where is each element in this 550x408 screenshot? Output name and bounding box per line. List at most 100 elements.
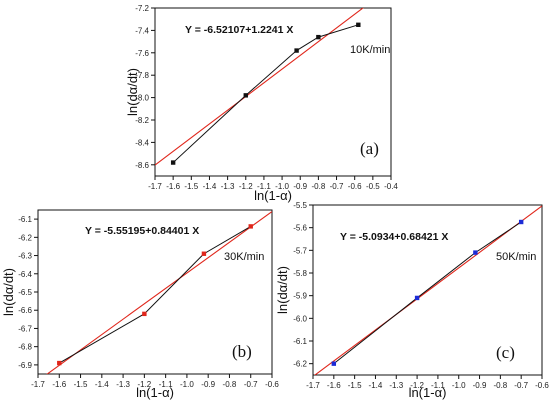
x-tick-label: -1.2 bbox=[410, 381, 424, 390]
data-point bbox=[356, 22, 361, 27]
x-tick-label: -1.1 bbox=[257, 182, 271, 191]
y-tick-label: -6.5 bbox=[18, 288, 32, 297]
data-point bbox=[294, 48, 299, 53]
panel-c: -1.7 -1.6 -1.5 -1.4 -1.3 -1.2 -1.1 -1.0 -0.9 -0.8… bbox=[275, 201, 549, 400]
y-tick-label: -7.6 bbox=[135, 49, 149, 58]
heating-rate-label: 10K/min bbox=[350, 44, 390, 56]
y-axis-label: ln(dα/dt) bbox=[125, 68, 140, 116]
x-tick-label: -0.8 bbox=[311, 182, 325, 191]
panel-letter: (b) bbox=[232, 342, 252, 361]
fit-equation: Y = -5.55195+0.84401 X bbox=[85, 225, 199, 237]
x-axis-label: ln(1-α) bbox=[254, 188, 292, 203]
y-tick-label: -6.7 bbox=[18, 324, 32, 333]
y-tick-label: -6.4 bbox=[18, 270, 32, 279]
x-tick-label: -1.1 bbox=[159, 380, 173, 389]
x-tick-label: -1.6 bbox=[166, 182, 180, 191]
y-tick-label: -6.2 bbox=[293, 360, 307, 369]
y-tick-label: -7.8 bbox=[135, 71, 149, 80]
y-tick-label: -5.7 bbox=[293, 246, 307, 255]
y-tick-label: -6.6 bbox=[18, 306, 32, 315]
x-tick-label: -1.4 bbox=[95, 380, 109, 389]
y-tick-label: -5.8 bbox=[293, 269, 307, 278]
heating-rate-label: 30K/min bbox=[224, 251, 264, 263]
x-tick-label: -0.5 bbox=[366, 182, 380, 191]
x-tick-label: -0.9 bbox=[293, 182, 307, 191]
x-tick-label: -0.7 bbox=[330, 182, 344, 191]
y-tick-label: -6.1 bbox=[293, 337, 307, 346]
x-tick-label: -1.7 bbox=[31, 380, 45, 389]
plot-frame bbox=[312, 204, 543, 376]
x-tick-label: -1.2 bbox=[137, 380, 151, 389]
data-series-line bbox=[172, 24, 359, 163]
panel-b: -1.7 -1.6 -1.5 -1.4 -1.3 -1.2 -1.1 -1.0 -0.9 -0.8… bbox=[1, 209, 279, 400]
panel-a: -1.7 -1.6 -1.5 -1.4 -1.3 -1.2 -1.1 -1.0 -0.9 -0.8… bbox=[125, 4, 398, 203]
x-axis-label: ln(1-α) bbox=[409, 385, 447, 400]
x-tick-label: -0.6 bbox=[348, 182, 362, 191]
x-tick-label: -1.4 bbox=[369, 381, 383, 390]
data-point bbox=[473, 250, 478, 255]
panel-letter: (c) bbox=[496, 343, 515, 362]
x-tick-label: -0.6 bbox=[265, 380, 279, 389]
y-tick-label: -8.2 bbox=[135, 116, 149, 125]
x-tick-label: -0.8 bbox=[223, 380, 237, 389]
y-tick-label: -6.1 bbox=[18, 215, 32, 224]
x-tick-label: -1.7 bbox=[306, 381, 320, 390]
x-tick-label: -1.0 bbox=[275, 182, 289, 191]
data-point bbox=[243, 93, 248, 98]
x-tick-label: -0.9 bbox=[473, 381, 487, 390]
y-tick-label: -6.9 bbox=[18, 361, 32, 370]
data-point bbox=[170, 160, 176, 165]
x-tick-label: -0.8 bbox=[493, 381, 507, 390]
y-axis-label: ln(dα/dt) bbox=[275, 266, 290, 314]
y-tick-label: -8.0 bbox=[135, 94, 149, 103]
heating-rate-label: 50K/min bbox=[496, 251, 536, 263]
data-point bbox=[248, 224, 253, 229]
x-tick-label: -1.4 bbox=[203, 182, 217, 191]
y-tick-label: -5.6 bbox=[293, 224, 307, 233]
y-tick-label: -5.5 bbox=[293, 201, 307, 210]
plot-frame bbox=[154, 7, 392, 177]
data-point bbox=[316, 34, 321, 40]
data-point bbox=[201, 251, 207, 256]
x-tick-label: -1.1 bbox=[431, 381, 445, 390]
y-tick-label: -7.2 bbox=[135, 4, 149, 13]
data-point bbox=[518, 219, 524, 225]
y-tick-label: -6.0 bbox=[293, 314, 307, 323]
data-point bbox=[57, 360, 62, 366]
x-tick-label: -0.6 bbox=[535, 381, 549, 390]
fit-line bbox=[155, 8, 364, 166]
y-tick-label: -7.4 bbox=[135, 26, 149, 35]
x-tick-label: -1.0 bbox=[452, 381, 466, 390]
x-tick-label: -0.9 bbox=[201, 380, 215, 389]
data-point bbox=[414, 295, 420, 301]
y-tick-label: -6.3 bbox=[18, 252, 32, 261]
x-tick-label: -1.3 bbox=[221, 182, 235, 191]
x-tick-label: -1.5 bbox=[348, 381, 362, 390]
x-tick-label: -1.3 bbox=[116, 380, 130, 389]
x-tick-label: -0.4 bbox=[384, 182, 398, 191]
panel-letter: (a) bbox=[360, 139, 379, 158]
x-tick-label: -1.0 bbox=[180, 380, 194, 389]
data-point bbox=[331, 361, 337, 366]
x-tick-label: -1.6 bbox=[327, 381, 341, 390]
y-tick-label: -8.6 bbox=[135, 161, 149, 170]
x-tick-label: -1.6 bbox=[52, 380, 66, 389]
fit-equation: Y = -6.52107+1.2241 X bbox=[185, 24, 293, 36]
y-tick-label: -5.9 bbox=[293, 292, 307, 301]
y-tick-label: -6.8 bbox=[18, 343, 32, 352]
y-tick-label: -6.2 bbox=[18, 233, 32, 242]
data-series-line bbox=[59, 225, 251, 364]
y-axis-label: ln(dα/dt) bbox=[1, 268, 16, 316]
x-tick-label: -1.5 bbox=[184, 182, 198, 191]
x-tick-label: -0.7 bbox=[514, 381, 528, 390]
fit-line bbox=[314, 205, 542, 375]
y-tick-label: -8.4 bbox=[135, 138, 149, 147]
x-tick-label: -1.2 bbox=[239, 182, 253, 191]
x-tick-label: -0.7 bbox=[244, 380, 258, 389]
data-point bbox=[142, 311, 147, 317]
x-tick-label: -1.5 bbox=[74, 380, 88, 389]
x-tick-label: -1.3 bbox=[389, 381, 403, 390]
x-tick-label: -1.7 bbox=[148, 182, 162, 191]
data-series-line bbox=[333, 221, 522, 365]
